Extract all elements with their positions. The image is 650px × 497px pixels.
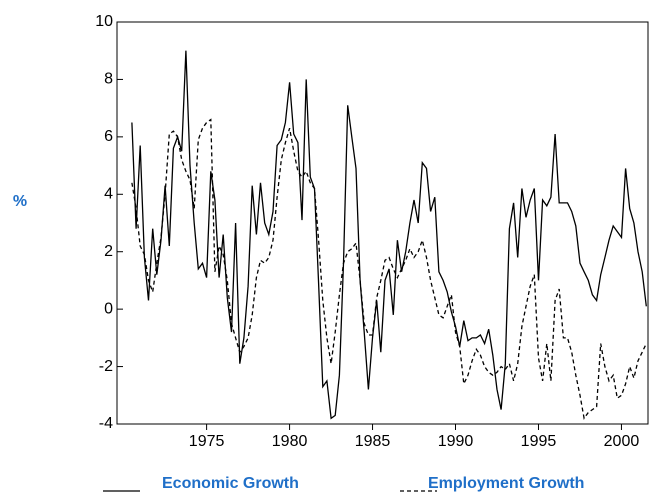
x-tick-label: 2000 [604, 433, 640, 450]
y-tick-label: 0 [104, 300, 113, 317]
x-tick-label: 1975 [189, 433, 225, 450]
y-tick-label: 2 [104, 243, 113, 260]
y-tick-label: 6 [104, 128, 113, 145]
legend-label: Employment Growth [428, 475, 584, 492]
y-tick-label: -4 [99, 415, 113, 432]
series-line [131, 50, 647, 420]
series-line [131, 118, 647, 420]
x-tick-label: 1995 [521, 433, 557, 450]
x-tick-label: 1990 [438, 433, 474, 450]
y-tick-label: 8 [104, 71, 113, 88]
y-tick-label: 10 [95, 13, 113, 30]
y-axis-label: % [13, 193, 27, 210]
legend-label: Economic Growth [162, 475, 299, 492]
y-tick-label: 4 [104, 186, 113, 203]
x-tick-label: 1980 [272, 433, 308, 450]
y-tick-label: -2 [99, 358, 113, 375]
plot-frame [116, 21, 649, 425]
x-tick-label: 1985 [355, 433, 391, 450]
